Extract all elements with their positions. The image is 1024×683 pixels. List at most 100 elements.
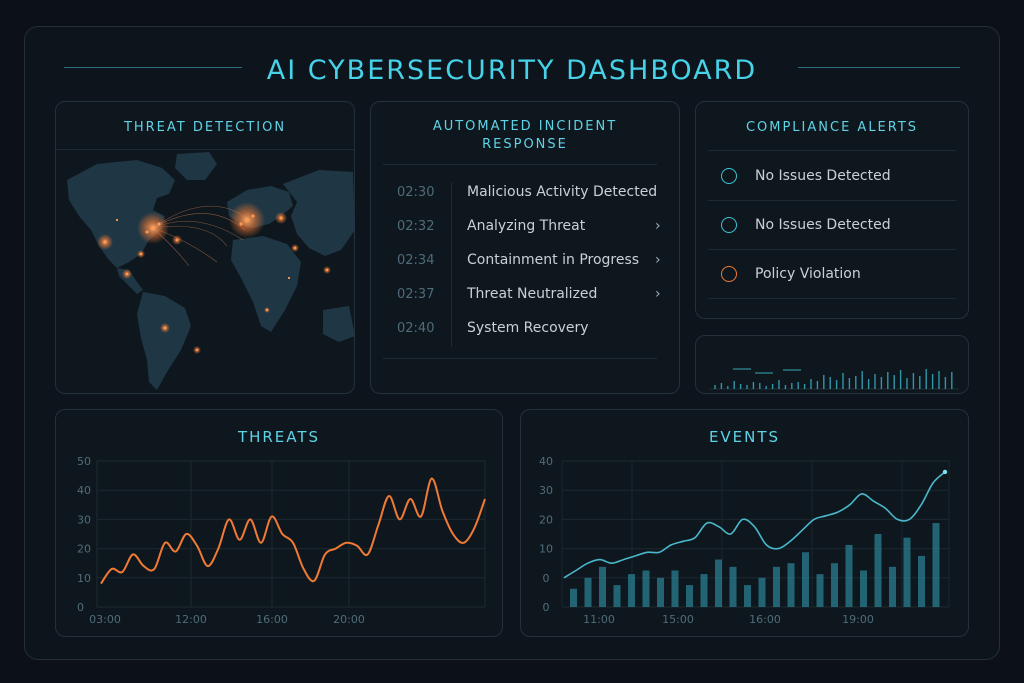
continents [67, 152, 355, 390]
events-bar [729, 566, 737, 607]
timeline-separator [451, 182, 452, 347]
events-bar [860, 570, 867, 607]
events-series-line [563, 471, 946, 579]
y-tick-label: 20 [77, 543, 91, 556]
compliance-label: No Issues Detected [755, 168, 891, 184]
incident-label: Malicious Activity Detected [467, 184, 658, 200]
incident-item[interactable]: 02:40 System Recovery [371, 311, 679, 345]
header-divider-left [64, 67, 242, 68]
divider [708, 249, 956, 250]
events-combo-chart[interactable]: 40 30 20 10 0 0 11:00 15:00 16:00 19:00 [522, 411, 969, 637]
incident-response-panel: AUTOMATED INCIDENT RESPONSE 02:30 Malici… [370, 101, 680, 394]
x-tick-label: 12:00 [175, 613, 207, 626]
y-tick-label: 0 [77, 601, 84, 614]
page-title: AI CYBERSECURITY DASHBOARD [266, 54, 758, 86]
divider [708, 298, 956, 299]
incident-label: System Recovery [467, 320, 589, 336]
compliance-label: No Issues Detected [755, 217, 891, 233]
warning-ring-icon [721, 266, 737, 282]
series-endpoint [942, 469, 948, 475]
y-tick-label: 0 [543, 572, 550, 585]
x-tick-label: 16:00 [749, 613, 781, 626]
threats-chart-panel: THREATS 50 40 30 20 10 0 03:00 12:00 16:00 20:00 [55, 409, 503, 637]
x-tick-label: 15:00 [662, 613, 694, 626]
divider [56, 149, 354, 150]
events-bar [845, 544, 853, 607]
divider [708, 150, 956, 151]
events-bar [671, 570, 679, 607]
events-bar [889, 566, 896, 607]
x-tick-label: 16:00 [256, 613, 288, 626]
threat-points [103, 214, 329, 352]
incident-label: Analyzing Threat [467, 218, 586, 234]
events-bar [686, 585, 693, 607]
events-bar [831, 563, 838, 607]
activity-strip-panel [695, 335, 969, 394]
incident-item[interactable]: 02:34 Containment in Progress › [371, 243, 679, 277]
threat-detection-panel: THREAT DETECTION [55, 101, 355, 394]
compliance-item[interactable]: No Issues Detected [696, 213, 968, 237]
compliance-item[interactable]: No Issues Detected [696, 164, 968, 188]
y-tick-label: 0 [543, 601, 550, 614]
threats-line-chart[interactable]: 50 40 30 20 10 0 03:00 12:00 16:00 20:00 [57, 411, 503, 637]
threat-detection-title: THREAT DETECTION [123, 120, 287, 135]
incident-item[interactable]: 02:32 Analyzing Threat › [371, 209, 679, 243]
events-bar [613, 585, 621, 607]
incident-label: Threat Neutralized [467, 286, 598, 302]
events-chart-panel: EVENTS 40 30 20 10 0 0 11:00 15:00 16:00 19:00 [520, 409, 969, 637]
activity-sparkbars [709, 368, 959, 390]
events-bar [932, 523, 940, 607]
incident-label: Containment in Progress [467, 252, 640, 268]
status-ring-icon [721, 168, 737, 184]
events-bar [570, 588, 577, 607]
compliance-item[interactable]: Policy Violation [696, 262, 968, 286]
events-bar [657, 577, 664, 607]
events-chart-title: EVENTS [708, 428, 781, 446]
events-bar [773, 566, 780, 607]
y-tick-label: 20 [539, 513, 553, 526]
events-bar [642, 570, 650, 607]
y-tick-label: 40 [539, 455, 553, 468]
events-bar [628, 574, 635, 607]
events-bar [758, 577, 766, 607]
x-tick-label: 03:00 [89, 613, 121, 626]
compliance-alerts-title: COMPLIANCE ALERTS [745, 120, 919, 135]
events-bar [599, 566, 606, 607]
world-threat-map[interactable] [57, 150, 355, 394]
x-tick-label: 11:00 [583, 613, 615, 626]
events-bar [918, 555, 925, 607]
x-tick-label: 20:00 [333, 613, 365, 626]
events-bar [874, 534, 882, 607]
events-bar [802, 552, 809, 607]
incident-item[interactable]: 02:30 Malicious Activity Detected [371, 175, 679, 209]
chevron-right-icon[interactable]: › [655, 252, 661, 268]
chevron-right-icon[interactable]: › [655, 218, 661, 234]
incident-time: 02:30 [397, 184, 435, 200]
incident-time: 02:37 [397, 286, 435, 302]
incident-time: 02:40 [397, 320, 435, 336]
events-bar [700, 574, 708, 607]
divider [383, 164, 657, 165]
y-tick-label: 30 [539, 484, 553, 497]
chevron-right-icon[interactable]: › [655, 286, 661, 302]
y-tick-label: 40 [77, 484, 91, 497]
divider [383, 358, 657, 359]
y-tick-label: 30 [77, 513, 91, 526]
events-bar [787, 563, 795, 607]
incident-response-title: AUTOMATED INCIDENT RESPONSE [432, 119, 618, 152]
y-tick-label: 50 [77, 455, 91, 468]
events-bar [903, 537, 911, 607]
y-tick-label: 10 [77, 572, 91, 585]
incident-time: 02:34 [397, 252, 435, 268]
header-divider-right [798, 67, 960, 68]
events-bar [816, 574, 824, 607]
threats-series-line [100, 477, 486, 585]
divider [708, 200, 956, 201]
events-bar [744, 585, 751, 607]
y-tick-label: 10 [539, 543, 553, 556]
incident-time: 02:32 [397, 218, 435, 234]
status-ring-icon [721, 217, 737, 233]
x-tick-label: 19:00 [842, 613, 874, 626]
incident-item[interactable]: 02:37 Threat Neutralized › [371, 277, 679, 311]
compliance-label: Policy Violation [755, 266, 861, 282]
